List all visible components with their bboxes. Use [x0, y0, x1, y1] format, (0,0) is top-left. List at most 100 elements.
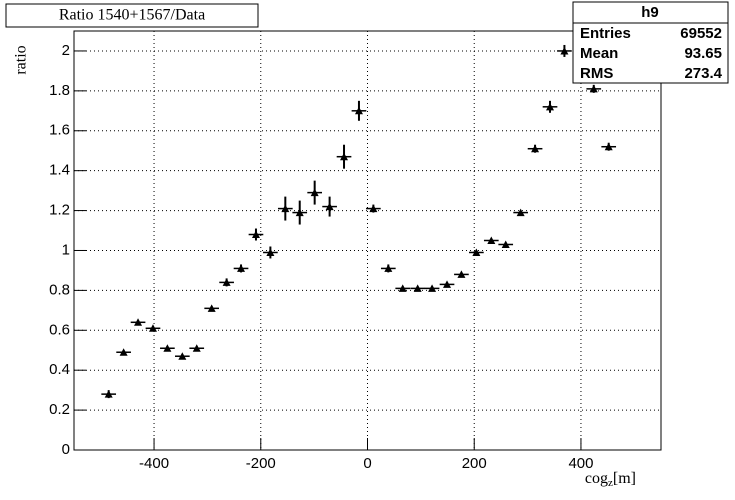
- x-tick-label: -200: [246, 455, 276, 472]
- data-point: [219, 278, 234, 287]
- data-point: [204, 304, 220, 312]
- marker: [501, 240, 510, 248]
- x-axis-label: cogz[m]: [585, 470, 636, 489]
- marker: [148, 324, 157, 332]
- data-point: [410, 284, 425, 292]
- marker: [222, 278, 231, 286]
- x-label-base: cog: [585, 470, 608, 487]
- marker: [589, 84, 598, 93]
- y-tick-label: 1.6: [49, 122, 70, 139]
- marker: [487, 236, 496, 244]
- marker: [354, 106, 363, 115]
- x-tick-label: 0: [363, 455, 371, 472]
- data-point: [160, 344, 175, 352]
- data-point: [513, 208, 528, 217]
- title-box: [5, 3, 259, 28]
- marker: [163, 344, 172, 352]
- marker: [546, 102, 555, 111]
- data-point: [233, 264, 249, 273]
- marker: [413, 284, 422, 292]
- stats-name: h9: [641, 4, 659, 21]
- data-point: [483, 236, 499, 244]
- x-label-unit: [m]: [613, 470, 636, 487]
- data-point: [366, 204, 381, 213]
- data-point: [145, 324, 161, 332]
- marker: [295, 208, 304, 217]
- marker: [604, 142, 613, 151]
- stats-box: h9 Entries 69552 Mean 93.65 RMS 273.4: [572, 1, 729, 84]
- y-tick-label: 0.4: [49, 361, 70, 378]
- data-point: [351, 100, 367, 121]
- stats-frame: [572, 1, 729, 84]
- y-tick-label: 0.6: [49, 321, 70, 338]
- data-point: [292, 200, 308, 225]
- marker: [119, 348, 128, 356]
- data-point: [174, 352, 190, 360]
- marker: [178, 352, 187, 360]
- data-point: [248, 228, 264, 241]
- data-point: [586, 84, 602, 93]
- marker: [325, 202, 334, 211]
- marker: [340, 152, 349, 161]
- marker: [516, 208, 525, 217]
- marker: [369, 204, 378, 213]
- data-point: [101, 390, 117, 399]
- data-point: [527, 144, 543, 153]
- stats-label: Mean: [580, 45, 618, 62]
- data-point: [454, 270, 469, 278]
- marker: [531, 144, 540, 153]
- chart-title: Ratio 1540+1567/Data: [59, 7, 205, 24]
- y-tick-label: 1.8: [49, 82, 70, 99]
- data-point: [307, 180, 323, 205]
- marker: [266, 248, 275, 256]
- marker: [398, 284, 407, 292]
- marker: [428, 284, 437, 292]
- marker: [134, 318, 143, 326]
- marker: [192, 344, 201, 352]
- stats-label: Entries: [580, 25, 631, 42]
- stats-value: 69552: [680, 25, 722, 42]
- y-tick-label: 0: [62, 441, 70, 458]
- marker: [457, 270, 466, 278]
- y-tick-label: 2: [62, 42, 70, 59]
- data-point: [424, 284, 440, 292]
- data-point: [542, 100, 558, 113]
- stats-value: 93.65: [684, 45, 722, 62]
- marker: [281, 204, 290, 213]
- y-axis-label: ratio: [13, 45, 30, 74]
- data-point: [277, 196, 293, 221]
- x-tick-label: 200: [462, 455, 487, 472]
- data-point: [395, 284, 411, 292]
- data-point: [439, 280, 455, 288]
- stats-value: 273.4: [684, 65, 722, 82]
- y-tick-label: 1: [62, 241, 70, 258]
- y-tick-label: 0.8: [49, 281, 70, 298]
- y-tick-label: 1.2: [49, 202, 70, 219]
- y-tick-label: 0.2: [49, 401, 70, 418]
- marker: [207, 304, 216, 312]
- data-point: [116, 348, 131, 356]
- marker: [310, 188, 319, 197]
- marker: [472, 248, 481, 256]
- marker: [104, 390, 113, 398]
- data-point: [557, 44, 572, 57]
- marker: [443, 280, 452, 288]
- marker: [237, 264, 246, 272]
- x-label-sub: z: [608, 477, 613, 489]
- data-point: [498, 240, 514, 248]
- data-point: [380, 264, 396, 273]
- data-point: [322, 196, 337, 217]
- x-tick-label: 400: [568, 455, 593, 472]
- data-point: [469, 248, 484, 256]
- data-point: [263, 246, 278, 259]
- data-point: [336, 144, 352, 169]
- marker: [384, 264, 393, 272]
- data-point: [130, 318, 146, 326]
- y-tick-label: 1.4: [49, 162, 70, 179]
- marker: [251, 230, 260, 239]
- data-point: [189, 344, 205, 352]
- x-tick-label: -400: [139, 455, 169, 472]
- data-point: [601, 142, 617, 151]
